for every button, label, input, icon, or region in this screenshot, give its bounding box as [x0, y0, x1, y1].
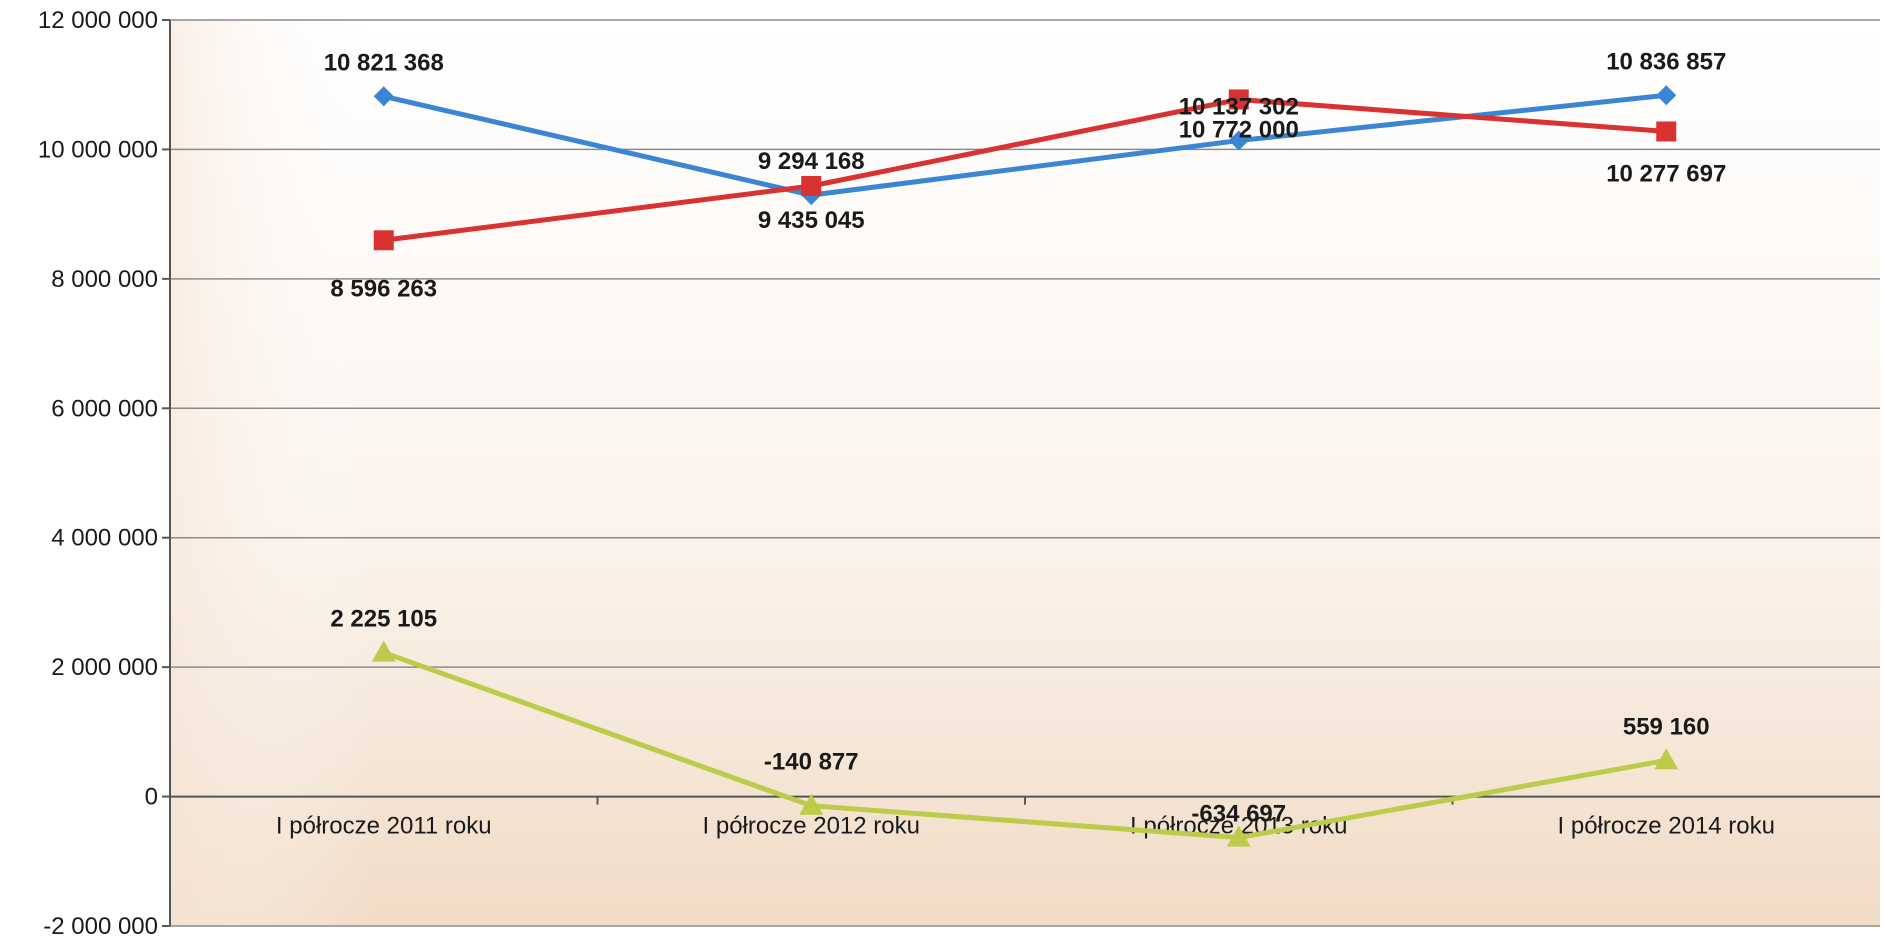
y-tick-label: 10 000 000 — [38, 136, 158, 163]
data-point — [1654, 748, 1679, 770]
data-point — [371, 640, 396, 662]
data-point — [1226, 825, 1251, 847]
data-label: 10 821 368 — [324, 49, 444, 76]
data-label: 10 836 857 — [1606, 48, 1726, 75]
axes: -2 000 000 0 2 000 000 4 000 000 6 000 000 8 … — [38, 7, 1880, 940]
data-label: 10 137 302 — [1179, 94, 1299, 121]
x-tick-label: I półrocze 2014 roku — [1558, 813, 1775, 840]
data-label: 8 596 263 — [330, 275, 437, 302]
y-tick-label: -2 000 000 — [43, 913, 158, 940]
data-label: 10 772 000 — [1179, 116, 1299, 143]
data-point — [373, 86, 394, 107]
data-label: 2 225 105 — [330, 606, 437, 633]
data-label: -634 697 — [1191, 801, 1286, 828]
data-point — [1656, 85, 1677, 106]
data-point — [1228, 89, 1249, 110]
data-label: 9 294 168 — [758, 148, 865, 175]
data-label: -140 877 — [764, 749, 859, 776]
data-label: 559 160 — [1623, 713, 1710, 740]
y-tick-label: 4 000 000 — [51, 525, 158, 552]
y-tick-label: 12 000 000 — [38, 7, 158, 34]
data-labels: 10 821 368 9 294 168 10 137 302 10 836 857 8… — [324, 48, 1727, 827]
y-tick-label: 6 000 000 — [51, 395, 158, 422]
data-label: 10 277 697 — [1606, 160, 1726, 187]
data-label: 9 435 045 — [758, 207, 865, 234]
series — [371, 85, 1679, 847]
y-tick-label: 2 000 000 — [51, 654, 158, 681]
y-tick-label: 0 — [145, 784, 158, 811]
data-point — [373, 230, 394, 251]
series-line — [383, 96, 1667, 243]
gridlines — [170, 19, 1880, 927]
plot-background-shade — [170, 20, 1880, 926]
data-point — [799, 793, 824, 815]
data-point — [1228, 130, 1249, 151]
y-tick-label: 8 000 000 — [51, 266, 158, 293]
x-tick-label: I półrocze 2012 roku — [703, 813, 920, 840]
data-point — [1656, 121, 1677, 142]
data-point — [801, 175, 822, 196]
x-tick-label: I półrocze 2011 roku — [276, 813, 492, 840]
series-line — [382, 650, 1667, 841]
